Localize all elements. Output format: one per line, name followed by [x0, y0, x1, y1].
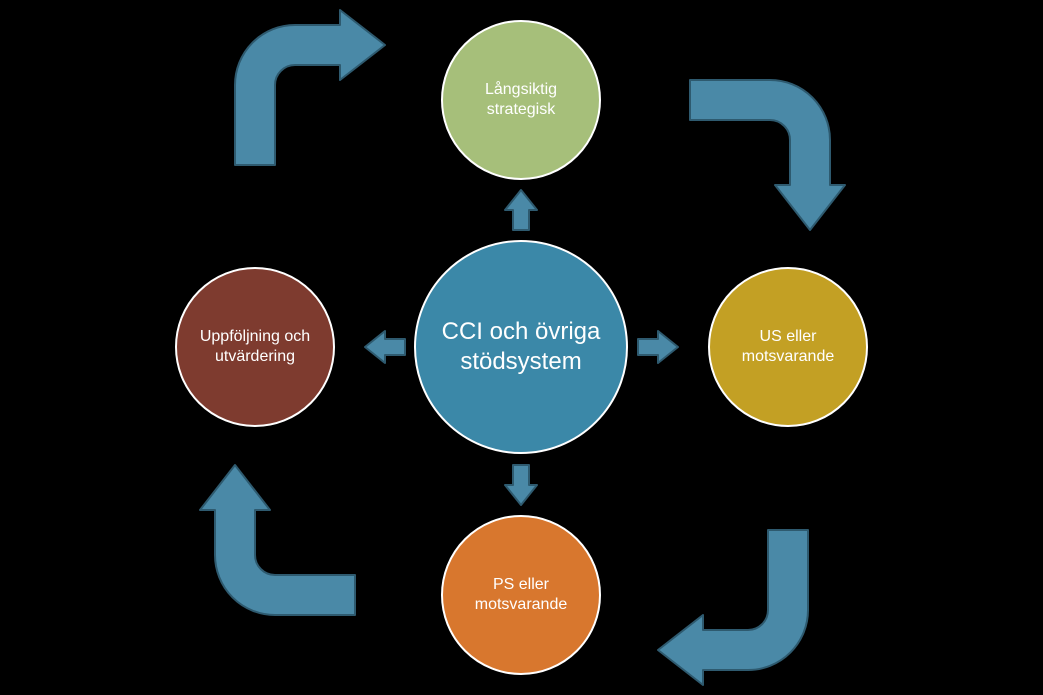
- node-bottom-label: PS eller motsvarande: [453, 575, 589, 615]
- diagram-stage: CCI och övriga stödsystem Långsiktig str…: [0, 0, 1043, 695]
- node-bottom: PS eller motsvarande: [441, 515, 601, 675]
- cycle-arrow-top-to-right: [690, 80, 845, 230]
- arrow-center-to-bottom: [505, 465, 537, 505]
- node-top: Långsiktig strategisk: [441, 20, 601, 180]
- arrow-center-to-right: [638, 331, 678, 363]
- arrow-center-to-left: [365, 331, 405, 363]
- node-right: US eller motsvarande: [708, 267, 868, 427]
- node-top-label: Långsiktig strategisk: [453, 80, 589, 120]
- center-node-label: CCI och övriga stödsystem: [426, 317, 616, 377]
- cycle-arrow-right-to-bottom: [658, 530, 808, 685]
- node-left-label: Uppföljning och utvärdering: [187, 327, 323, 367]
- center-node: CCI och övriga stödsystem: [414, 240, 628, 454]
- cycle-arrow-left-to-top: [235, 10, 385, 165]
- arrow-center-to-top: [505, 190, 537, 230]
- cycle-arrow-bottom-to-left: [200, 465, 355, 615]
- node-left: Uppföljning och utvärdering: [175, 267, 335, 427]
- node-right-label: US eller motsvarande: [720, 327, 856, 367]
